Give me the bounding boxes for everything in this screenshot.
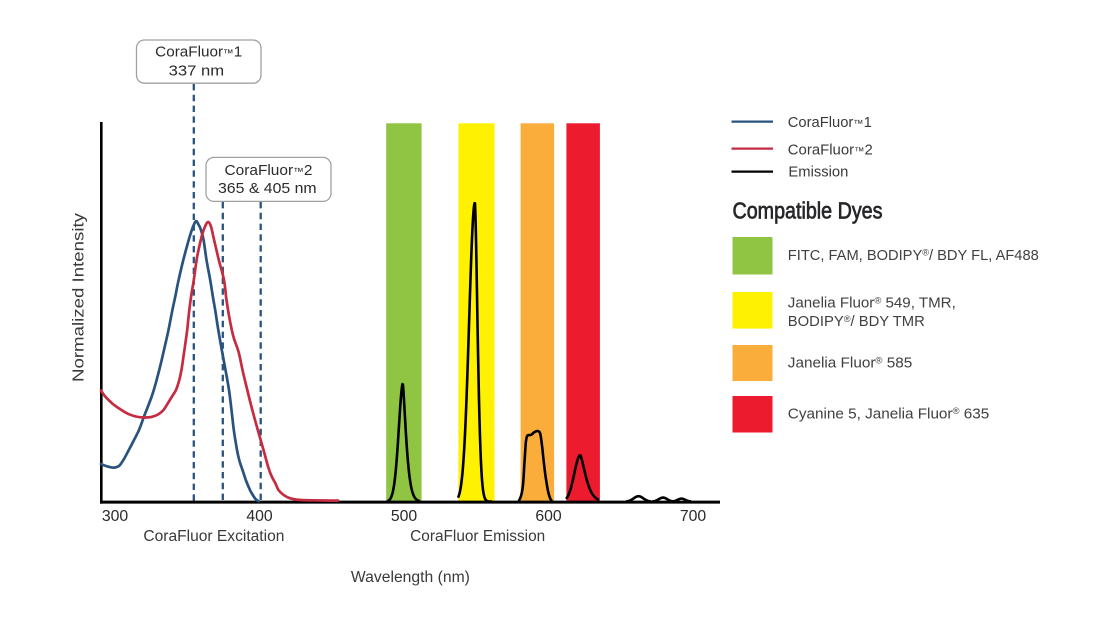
svg-text:Normalized Intensity: Normalized Intensity (71, 213, 88, 382)
svg-text:Emission: Emission (788, 163, 848, 180)
svg-text:500: 500 (391, 508, 418, 525)
svg-text:CoraFluor™2: CoraFluor™2 (788, 142, 873, 159)
svg-text:BODIPY®/ BDY TMR: BODIPY®/ BDY TMR (788, 313, 925, 330)
svg-text:CoraFluor™1: CoraFluor™1 (155, 43, 242, 60)
svg-text:Wavelength (nm): Wavelength (nm) (351, 569, 470, 586)
svg-text:CoraFluor Excitation: CoraFluor Excitation (143, 528, 284, 545)
svg-text:Cyanine 5, Janelia Fluor® 635: Cyanine 5, Janelia Fluor® 635 (788, 405, 990, 422)
svg-text:337 nm: 337 nm (169, 62, 225, 79)
svg-text:600: 600 (535, 508, 562, 525)
svg-text:400: 400 (246, 508, 273, 525)
svg-text:CoraFluor™2: CoraFluor™2 (225, 162, 313, 179)
svg-text:Janelia Fluor® 549, TMR,: Janelia Fluor® 549, TMR, (788, 295, 956, 312)
svg-text:365 & 405 nm: 365 & 405 nm (218, 180, 317, 197)
svg-text:CoraFluor Emission: CoraFluor Emission (410, 528, 545, 545)
svg-text:Janelia Fluor® 585: Janelia Fluor® 585 (788, 355, 913, 372)
svg-text:FITC, FAM, BODIPY®/ BDY FL, AF: FITC, FAM, BODIPY®/ BDY FL, AF488 (788, 247, 1039, 264)
svg-text:CoraFluor™1: CoraFluor™1 (788, 114, 872, 131)
svg-text:300: 300 (102, 508, 129, 525)
svg-text:700: 700 (680, 508, 707, 525)
svg-text:Compatible Dyes: Compatible Dyes (733, 198, 883, 224)
